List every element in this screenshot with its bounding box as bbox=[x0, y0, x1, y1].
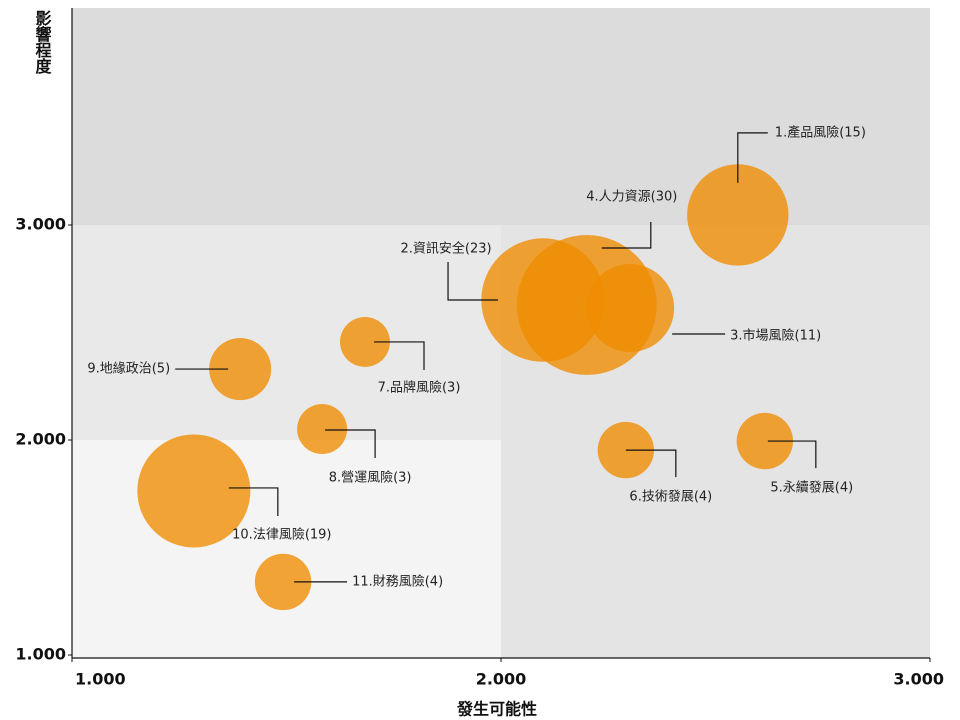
background bbox=[68, 8, 931, 662]
bubble bbox=[340, 316, 390, 367]
bubble bbox=[297, 404, 348, 455]
y-axis-title: 影響程度 bbox=[33, 9, 52, 75]
bubble-label: 10.法律風險(19) bbox=[232, 527, 331, 542]
bubble bbox=[687, 164, 789, 266]
bubble-label: 7.品牌風險(3) bbox=[378, 379, 461, 395]
leader-line bbox=[228, 487, 279, 516]
leader-line bbox=[601, 221, 652, 249]
bubble-label: 2.資訊安全(23) bbox=[400, 241, 491, 257]
bubbles bbox=[137, 164, 794, 611]
bubble-label: 4.人力資源(30) bbox=[586, 189, 677, 204]
y-tick-label: 3.000 bbox=[15, 215, 66, 234]
bubble-label: 8.營運風險(3) bbox=[329, 471, 412, 486]
zone bbox=[72, 8, 930, 225]
leader-line bbox=[325, 429, 376, 459]
bubble bbox=[254, 553, 312, 611]
y-tick-label: 1.000 bbox=[15, 645, 66, 664]
leader-line bbox=[767, 440, 817, 469]
leader-line bbox=[737, 132, 768, 183]
leader-line bbox=[374, 341, 425, 370]
bubble bbox=[736, 412, 794, 470]
labels: 1.產品風險(15) 2.資訊安全(23) 3.市場風險(11) 4.人力資源(30)… bbox=[87, 124, 866, 589]
x-tick-label: 1.000 bbox=[75, 670, 126, 689]
bubble-label: 9.地緣政治(5) bbox=[87, 362, 170, 377]
leader-line bbox=[447, 262, 499, 301]
x-axis-title: 發生可能性 bbox=[456, 700, 537, 719]
leader-line bbox=[625, 449, 677, 478]
bubble-label: 1.產品風險(15) bbox=[775, 124, 866, 140]
bubble-label: 5.永續發展(4) bbox=[770, 481, 853, 496]
bubble bbox=[516, 235, 657, 375]
x-tick-label: 2.000 bbox=[476, 670, 527, 689]
x-tick-label: 3.000 bbox=[893, 670, 944, 689]
bubble-label: 3.市場風險(11) bbox=[730, 327, 821, 343]
y-tick-label: 2.000 bbox=[15, 430, 66, 449]
bubble-label: 6.技術發展(4) bbox=[629, 490, 712, 505]
bubble-label: 11.財務風險(4) bbox=[352, 574, 443, 589]
zone bbox=[72, 440, 501, 658]
zone bbox=[72, 225, 501, 440]
bubble bbox=[137, 434, 251, 548]
bubble bbox=[209, 338, 272, 401]
